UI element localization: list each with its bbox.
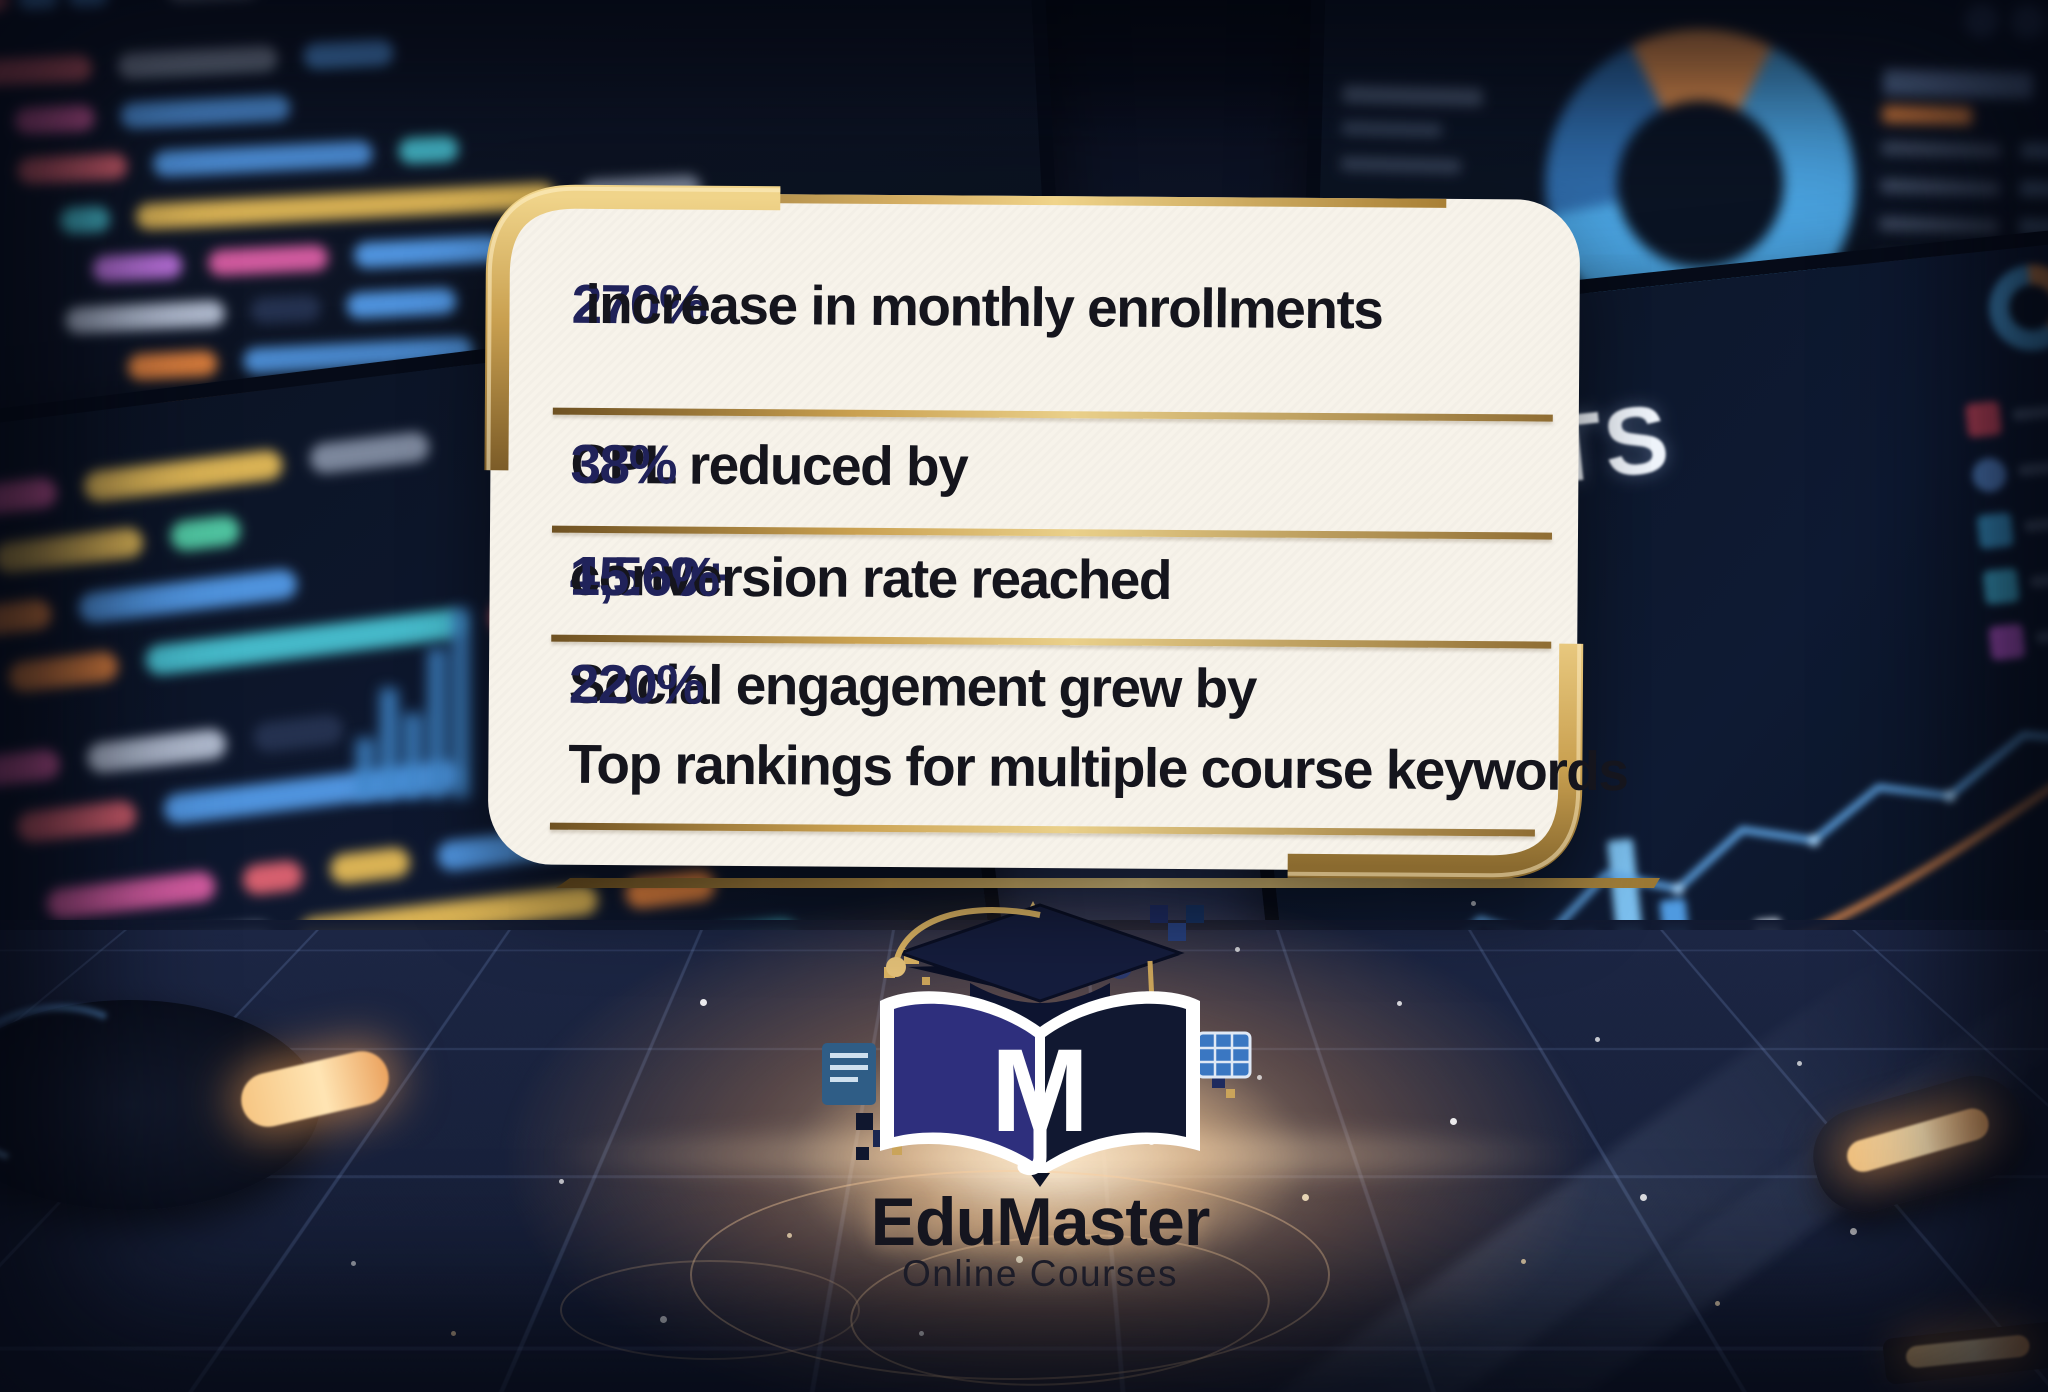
- legend-swatch: [1983, 568, 2020, 605]
- settings-icon: [2010, 4, 2045, 39]
- logo-emblem: M: [820, 905, 1260, 1185]
- code-token: [624, 869, 717, 910]
- dashboard-row: [1882, 105, 1972, 125]
- brand-tagline: Online Courses: [820, 1253, 1260, 1295]
- code-token: [14, 104, 95, 134]
- legend-label-bar: [2012, 397, 2048, 421]
- stat-value: 15.6%: [569, 543, 718, 610]
- mini-donut-hole: [2007, 282, 2048, 333]
- code-token: [208, 244, 329, 276]
- mini-bar: [452, 608, 470, 798]
- gold-corner-bottom-right: [1268, 582, 1590, 884]
- stat-line-social: Social engagement grew by 220%: [569, 651, 1529, 724]
- dashboard-row: [1883, 69, 2034, 99]
- code-token: [16, 153, 127, 185]
- code-token: [329, 846, 412, 886]
- code-token: [169, 514, 242, 552]
- legend-label-bar: [2024, 508, 2048, 532]
- code-token: [18, 0, 59, 10]
- code-token: [82, 449, 284, 503]
- code-token: [252, 713, 345, 754]
- tassel-button: [886, 957, 906, 977]
- stat-line-rankings: Top rankings for multiple course keyword…: [568, 731, 1528, 804]
- mini-bar: [428, 648, 446, 798]
- code-token: [346, 288, 457, 320]
- code-token: [167, 0, 258, 2]
- code-token: [0, 526, 145, 574]
- sparkles: [0, 0, 3, 3]
- code-token: [250, 295, 321, 325]
- legend-swatch: [1988, 623, 2025, 660]
- dashboard-row: [2020, 180, 2048, 197]
- dashboard-row: [1342, 85, 1482, 107]
- code-token: [59, 206, 110, 235]
- legend-label-bar: [2029, 564, 2048, 588]
- code-token: [77, 568, 299, 625]
- stat-text: increase in monthly enrollments: [571, 271, 1382, 343]
- legend-label-bar: [2018, 452, 2048, 476]
- code-token: [85, 727, 228, 774]
- code-token: [127, 350, 218, 381]
- stat-line-conversion: 4,500+ conversion rate reached 15.6%: [569, 543, 1529, 616]
- mini-bar-chart: [356, 588, 486, 798]
- code-token: [45, 870, 217, 920]
- glow-ring-3: [560, 1260, 860, 1360]
- code-token: [7, 650, 120, 693]
- mini-bar: [380, 688, 398, 798]
- dashboard-row: [1342, 121, 1442, 138]
- code-token: [64, 300, 225, 334]
- code-token: [0, 54, 92, 86]
- donut-hole: [1615, 98, 1787, 270]
- printer-icon: [822, 1043, 876, 1105]
- stat-line-cpl: CPL reduced by 38%: [570, 431, 1530, 504]
- code-token: [303, 38, 394, 69]
- smart-device: [0, 1000, 320, 1210]
- stat-text: Top rankings for multiple course keyword…: [568, 731, 1628, 804]
- legend-swatch: [1977, 512, 2014, 549]
- dashboard-row: [1879, 217, 1999, 234]
- code-token: [152, 140, 373, 177]
- corner-light-bar: [1905, 1334, 2031, 1369]
- poster: IELTS: [0, 0, 2048, 1392]
- code-token: [120, 94, 291, 129]
- code-token: [15, 799, 138, 843]
- stat-value: 220%: [569, 651, 704, 718]
- mini-donut-chart: [1985, 260, 2048, 355]
- stats-card: 270% increase in monthly enrollments CPL…: [488, 192, 1581, 872]
- dashboard-row: [1881, 141, 2001, 158]
- code-token: [117, 45, 278, 79]
- code-token: [0, 476, 58, 517]
- mini-bar: [404, 713, 422, 798]
- dashboard-row: [1341, 157, 1461, 174]
- code-token: [398, 135, 459, 164]
- dashboard-row: [2021, 142, 2048, 159]
- legend-swatch: [1971, 456, 2008, 493]
- dashboard-row: [1880, 179, 2000, 196]
- stat-line-enrollments: 270% increase in monthly enrollments: [571, 271, 1531, 344]
- brand-name: EduMaster: [820, 1183, 1260, 1261]
- stat-value: 38%: [570, 431, 676, 498]
- code-token: [0, 748, 61, 790]
- code-token: [241, 859, 304, 896]
- grid-icon: [1198, 1033, 1250, 1077]
- code-token: [92, 252, 183, 283]
- edumaster-logo: M EduMaster Online Courses: [820, 905, 1260, 1385]
- mini-bar: [356, 738, 374, 798]
- code-token: [67, 0, 108, 7]
- legend-label-bar: [2035, 620, 2048, 644]
- code-token: [0, 598, 53, 639]
- user-icon: [1964, 3, 1999, 38]
- code-token: [308, 430, 431, 474]
